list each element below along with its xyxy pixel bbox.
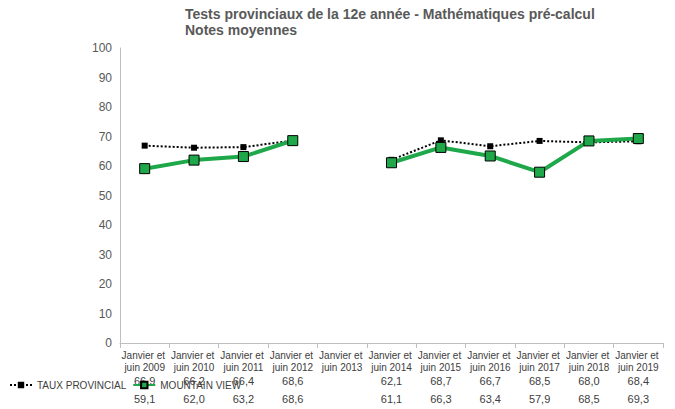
svg-text:juin 2014: juin 2014 (370, 362, 412, 373)
svg-text:66,7: 66,7 (480, 375, 501, 387)
svg-text:100: 100 (92, 41, 112, 55)
svg-text:juin 2010: juin 2010 (173, 362, 215, 373)
svg-text:Janvier et: Janvier et (467, 350, 513, 361)
svg-text:63,4: 63,4 (480, 393, 501, 405)
svg-text:Janvier et: Janvier et (220, 350, 266, 361)
svg-text:juin 2017: juin 2017 (518, 362, 560, 373)
svg-text:59,1: 59,1 (134, 393, 155, 405)
svg-text:80: 80 (99, 100, 113, 114)
svg-text:Janvier et: Janvier et (319, 350, 365, 361)
svg-text:juin 2016: juin 2016 (469, 362, 511, 373)
svg-text:Janvier et: Janvier et (122, 350, 168, 361)
svg-text:30: 30 (99, 248, 113, 262)
svg-text:68,6: 68,6 (282, 393, 303, 405)
svg-text:66,9: 66,9 (134, 374, 156, 387)
svg-text:62,1: 62,1 (381, 375, 402, 387)
svg-text:66,4: 66,4 (232, 374, 255, 387)
svg-text:Janvier et: Janvier et (418, 350, 464, 361)
svg-text:20: 20 (99, 277, 113, 291)
svg-text:Janvier et: Janvier et (368, 350, 414, 361)
svg-text:Janvier et: Janvier et (566, 350, 612, 361)
svg-text:Tests provinciaux de la 12e an: Tests provinciaux de la 12e année - Math… (185, 6, 595, 22)
svg-text:juin 2012: juin 2012 (271, 362, 313, 373)
svg-text:juin 2011: juin 2011 (222, 362, 263, 373)
svg-text:TAUX PROVINCIAL: TAUX PROVINCIAL (37, 380, 127, 391)
svg-text:68,6: 68,6 (282, 375, 303, 387)
svg-text:70: 70 (99, 130, 113, 144)
svg-text:90: 90 (99, 71, 113, 85)
svg-text:68,5: 68,5 (529, 375, 550, 387)
svg-text:57,9: 57,9 (529, 393, 550, 405)
svg-text:60: 60 (99, 159, 113, 173)
svg-text:63,2: 63,2 (233, 393, 254, 405)
svg-text:10: 10 (99, 307, 113, 321)
svg-text:50: 50 (99, 189, 113, 203)
svg-text:Janvier et: Janvier et (270, 350, 316, 361)
svg-text:69,3: 69,3 (628, 393, 649, 405)
svg-text:juin 2018: juin 2018 (568, 362, 610, 373)
svg-text:62,0: 62,0 (183, 393, 204, 405)
svg-text:68,7: 68,7 (430, 375, 451, 387)
svg-text:66,3: 66,3 (430, 393, 451, 405)
svg-text:Notes moyennes: Notes moyennes (185, 22, 297, 38)
svg-text:68,4: 68,4 (628, 375, 649, 387)
svg-text:Janvier et: Janvier et (171, 350, 217, 361)
svg-text:68,0: 68,0 (578, 375, 599, 387)
svg-text:Janvier et: Janvier et (517, 350, 563, 361)
svg-text:Janvier et: Janvier et (615, 350, 661, 361)
svg-text:0: 0 (105, 336, 112, 350)
svg-text:juin 2015: juin 2015 (420, 362, 462, 373)
svg-text:40: 40 (99, 218, 113, 232)
svg-text:juin 2009: juin 2009 (123, 362, 165, 373)
svg-text:MOUNTAIN VIEW: MOUNTAIN VIEW (160, 380, 241, 391)
svg-text:68,5: 68,5 (578, 393, 599, 405)
svg-text:61,1: 61,1 (381, 393, 402, 405)
svg-text:juin 2013: juin 2013 (321, 362, 363, 373)
svg-text:juin 2019: juin 2019 (617, 362, 659, 373)
